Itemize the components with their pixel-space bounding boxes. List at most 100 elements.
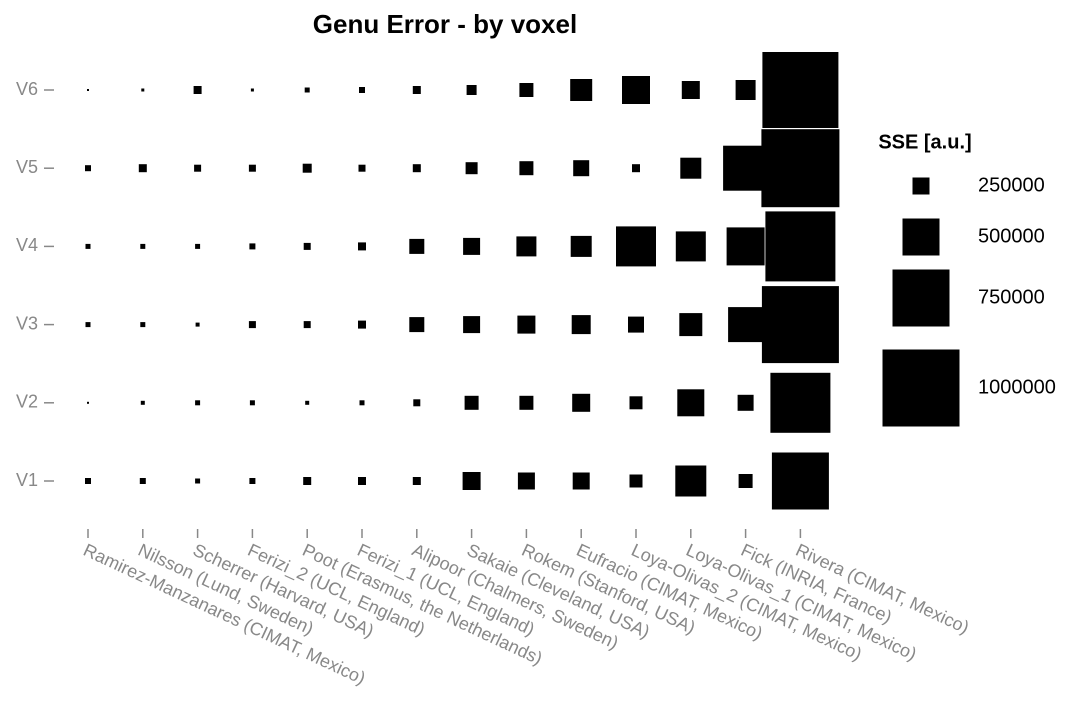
- square-marker: [735, 80, 756, 100]
- square-marker: [465, 162, 478, 175]
- square-marker: [463, 237, 481, 255]
- square-marker: [572, 393, 591, 412]
- square-marker: [412, 86, 421, 94]
- square-marker: [679, 313, 703, 337]
- y-tick-label: V3: [16, 313, 38, 333]
- square-marker: [570, 235, 592, 257]
- chart-title: Genu Error - by voxel: [313, 9, 577, 39]
- square-marker: [140, 400, 145, 405]
- square-marker: [248, 321, 256, 329]
- square-marker: [462, 472, 481, 490]
- square-marker: [87, 401, 89, 404]
- square-marker: [632, 164, 640, 173]
- y-tick-label: V5: [16, 157, 38, 177]
- square-marker: [413, 399, 421, 407]
- square-marker: [726, 227, 765, 266]
- square-marker: [519, 83, 534, 97]
- square-marker: [139, 478, 146, 484]
- square-marker: [409, 238, 425, 254]
- square-marker: [680, 157, 702, 179]
- square-marker: [303, 242, 311, 250]
- square-marker: [409, 317, 425, 333]
- square-marker: [141, 88, 145, 92]
- square-marker: [303, 321, 311, 329]
- square-marker: [770, 372, 831, 433]
- square-marker: [85, 478, 91, 484]
- legend-label: 750000: [978, 286, 1045, 308]
- square-marker: [466, 85, 477, 95]
- legend-square: [902, 218, 940, 256]
- square-marker: [677, 389, 705, 417]
- square-marker: [629, 474, 643, 488]
- square-marker: [249, 243, 256, 250]
- square-marker: [738, 474, 753, 488]
- square-marker: [85, 165, 91, 172]
- square-marker: [195, 243, 201, 249]
- square-marker: [358, 477, 366, 485]
- square-marker: [249, 400, 255, 406]
- y-tick-label: V4: [16, 235, 38, 255]
- square-marker: [304, 87, 310, 93]
- square-marker: [629, 396, 643, 410]
- square-marker: [358, 164, 366, 172]
- square-marker: [616, 226, 656, 267]
- legend-square: [882, 349, 960, 427]
- square-marker: [516, 236, 537, 257]
- square-marker: [519, 395, 534, 410]
- square-marker: [193, 86, 202, 94]
- square-marker: [358, 242, 366, 251]
- square-marker: [138, 164, 147, 173]
- square-marker: [622, 76, 650, 104]
- square-marker: [85, 243, 91, 249]
- square-marker: [728, 307, 764, 343]
- square-marker: [572, 472, 590, 490]
- square-marker: [359, 400, 365, 406]
- legend-square: [912, 177, 930, 195]
- square-marker: [195, 322, 200, 327]
- square-marker: [87, 89, 89, 91]
- square-marker: [519, 161, 534, 176]
- y-tick-label: V6: [16, 79, 38, 99]
- square-marker: [765, 211, 836, 282]
- square-marker: [140, 322, 146, 328]
- square-marker: [517, 472, 535, 490]
- legend-label: 500000: [978, 225, 1045, 247]
- square-marker: [570, 79, 593, 101]
- square-marker: [305, 400, 310, 405]
- square-marker: [517, 315, 536, 334]
- square-marker: [195, 400, 201, 406]
- square-marker: [412, 164, 421, 173]
- square-marker: [628, 316, 644, 333]
- square-marker: [675, 231, 706, 262]
- square-marker: [681, 81, 700, 99]
- legend-title: SSE [a.u.]: [878, 131, 971, 153]
- square-marker: [771, 452, 829, 510]
- square-marker: [737, 394, 754, 411]
- square-marker: [675, 465, 707, 497]
- legend-label: 250000: [978, 174, 1045, 196]
- square-marker: [359, 87, 365, 93]
- y-tick-label: V2: [16, 392, 38, 412]
- square-marker: [723, 145, 769, 191]
- square-marker: [761, 129, 840, 208]
- square-marker: [140, 243, 146, 249]
- square-marker: [463, 316, 481, 334]
- square-marker: [573, 160, 590, 177]
- legend-label: 1000000: [978, 376, 1056, 398]
- square-marker: [303, 477, 312, 485]
- square-marker: [412, 477, 421, 485]
- square-marker: [571, 315, 591, 335]
- y-tick-label: V1: [16, 470, 38, 490]
- square-marker: [761, 286, 839, 364]
- square-marker: [85, 322, 91, 328]
- square-marker: [249, 478, 256, 484]
- square-marker: [464, 395, 479, 410]
- square-marker: [195, 478, 201, 484]
- legend-square: [892, 269, 950, 327]
- square-marker: [302, 163, 312, 173]
- square-marker: [248, 164, 256, 172]
- square-marker: [762, 52, 839, 128]
- square-marker: [358, 320, 366, 329]
- square-marker: [250, 88, 254, 92]
